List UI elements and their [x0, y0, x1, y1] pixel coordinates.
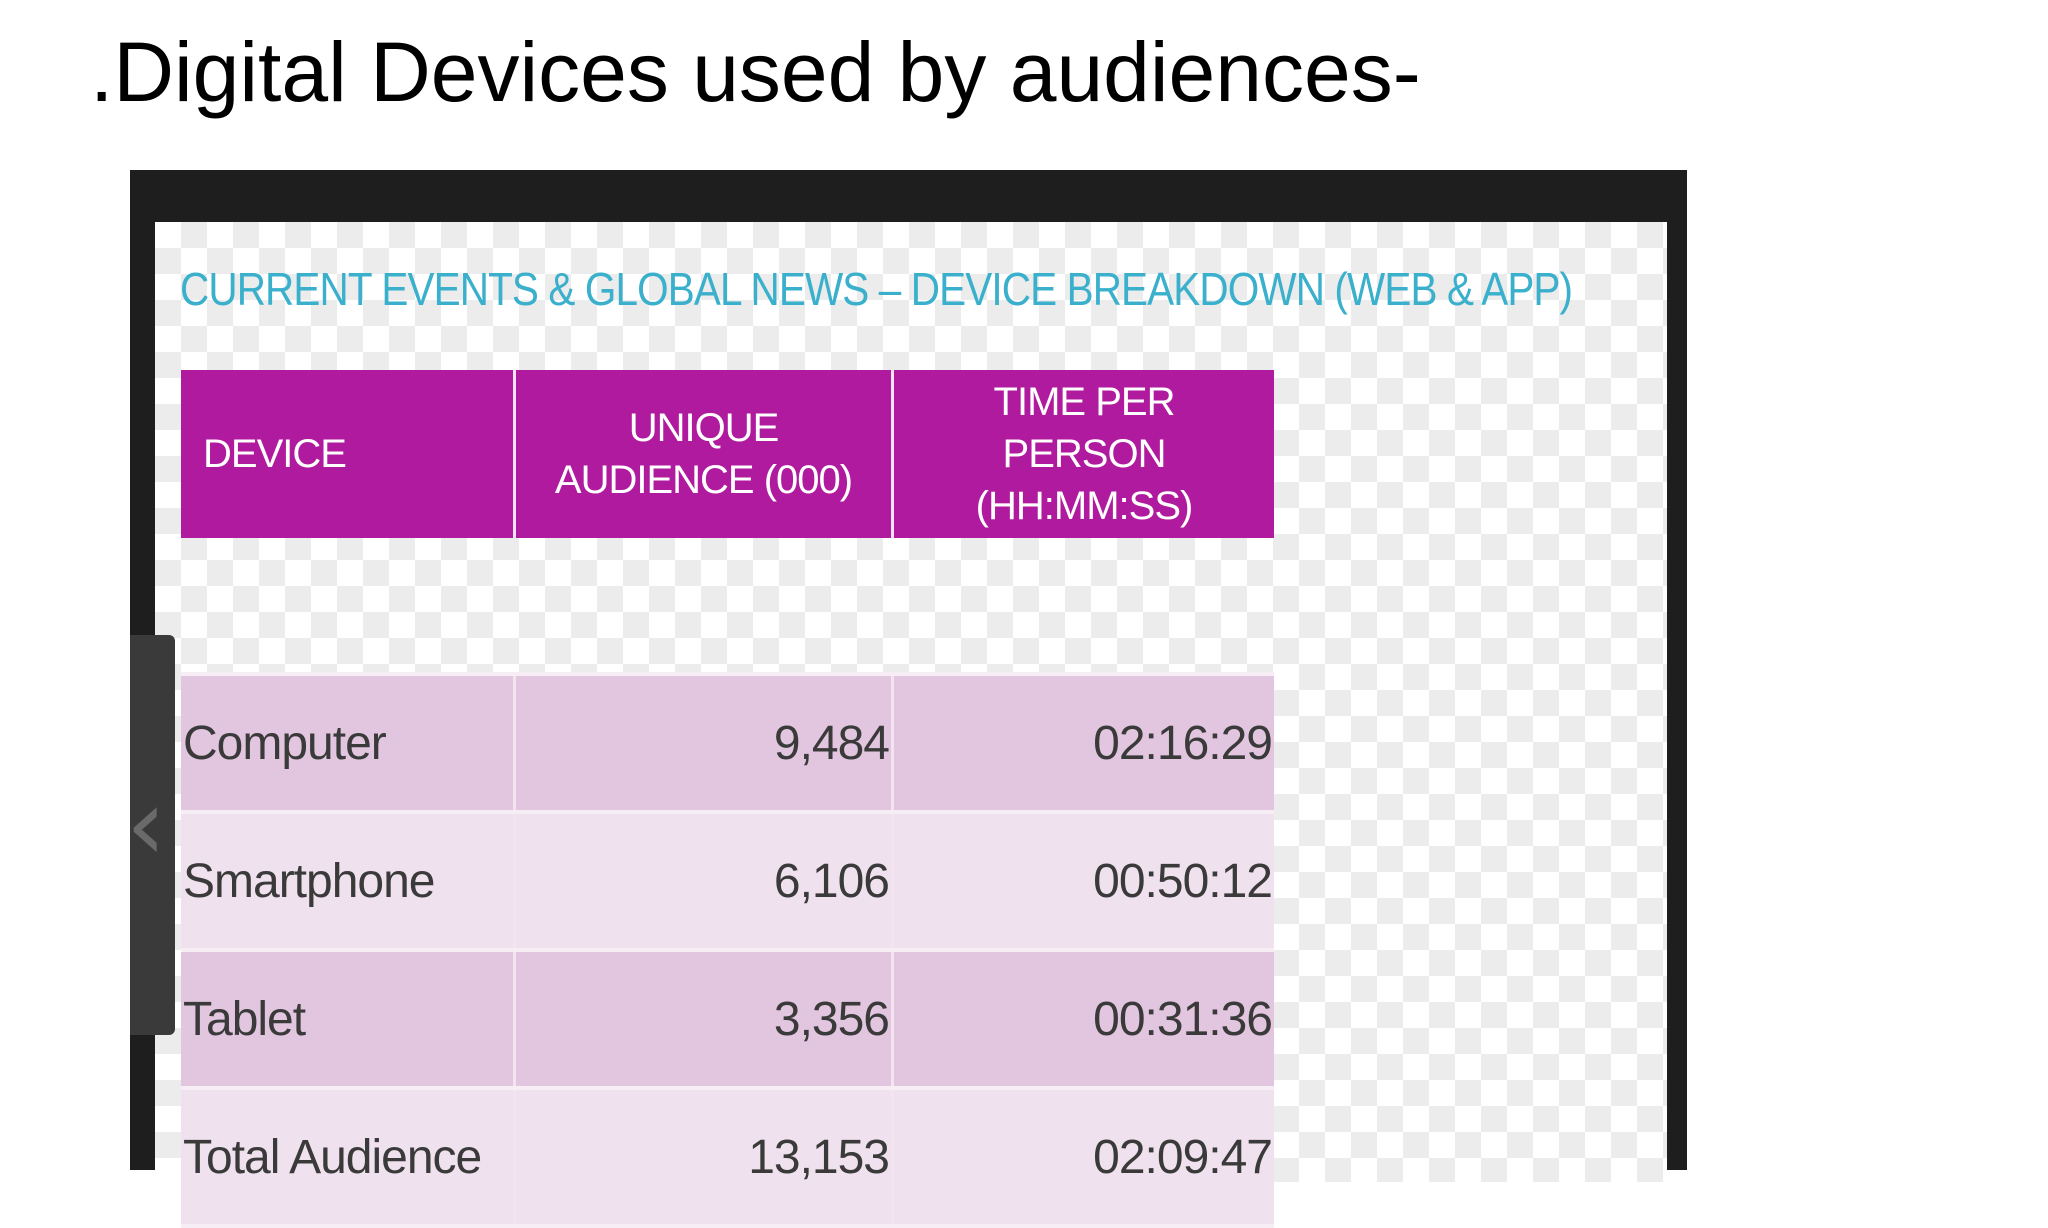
cell-time-per-person: 02:09:47 [892, 1088, 1274, 1228]
cell-time-per-person: 02:16:29 [892, 674, 1274, 814]
cell-time-per-person: 00:31:36 [892, 950, 1274, 1090]
embedded-image-frame: CURRENT EVENTS & GLOBAL NEWS – DEVICE BR… [130, 170, 1687, 1228]
cell-device: Total Audience [181, 1088, 516, 1228]
cell-unique-audience: 6,106 [514, 812, 894, 952]
header-spacer [181, 538, 1274, 676]
gallery-prev-tab[interactable]: ‹ [126, 635, 175, 1035]
table-header-row: DEVICE UNIQUE AUDIENCE (000) TIME PER PE… [181, 370, 1274, 538]
cell-unique-audience: 3,356 [514, 950, 894, 1090]
header-device: DEVICE [181, 370, 516, 538]
table-row: Tablet 3,356 00:31:36 [181, 950, 1274, 1090]
cell-time-per-person: 00:50:12 [892, 812, 1274, 952]
header-time-per-person: TIME PER PERSON (HH:MM:SS) [892, 370, 1274, 538]
header-unique-audience: UNIQUE AUDIENCE (000) [514, 370, 894, 538]
cell-unique-audience: 13,153 [514, 1088, 894, 1228]
slide-title: .Digital Devices used by audiences- [90, 25, 1421, 119]
table-row: Smartphone 6,106 00:50:12 [181, 812, 1274, 952]
device-breakdown-table: DEVICE UNIQUE AUDIENCE (000) TIME PER PE… [181, 370, 1274, 1228]
cell-device: Smartphone [181, 812, 516, 952]
table-row: Total Audience 13,153 02:09:47 [181, 1088, 1274, 1228]
spacer-cell [181, 538, 1274, 676]
table-heading: CURRENT EVENTS & GLOBAL NEWS – DEVICE BR… [180, 263, 1573, 315]
cell-device: Tablet [181, 950, 516, 1090]
chevron-left-icon: ‹ [126, 766, 166, 883]
cell-device: Computer [181, 674, 516, 814]
embedded-image: CURRENT EVENTS & GLOBAL NEWS – DEVICE BR… [155, 222, 1667, 1228]
table-row: Computer 9,484 02:16:29 [181, 674, 1274, 814]
cell-unique-audience: 9,484 [514, 674, 894, 814]
